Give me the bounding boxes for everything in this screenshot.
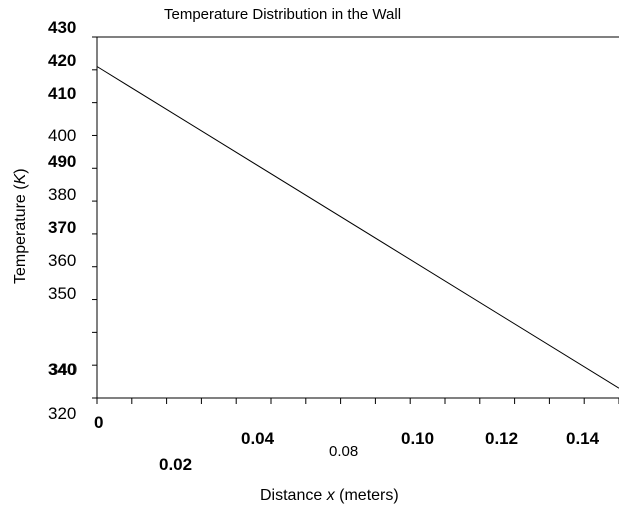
x-axis-title-suffix: (meters) [334, 487, 399, 504]
chart-title: Temperature Distribution in the Wall [164, 6, 402, 23]
x-tick-label: 0.10 [401, 429, 435, 448]
x-axis-variable: x [326, 487, 335, 504]
y-tick-marks [92, 36, 97, 399]
x-tick-label: 0.08 [329, 443, 359, 460]
y-tick-label: 420 [48, 51, 77, 70]
y-tick-label: 320 [48, 404, 77, 423]
x-tick-label: 0.02 [159, 455, 193, 474]
y-tick-label: 410 [48, 84, 77, 103]
x-tick-label: 0 [94, 413, 104, 432]
y-tick-label: 380 [48, 185, 77, 204]
y-axis-variable: K [12, 173, 29, 185]
y-tick-label: 400 [48, 126, 77, 145]
series-line [96, 66, 619, 389]
x-tick-label: 0.14 [566, 429, 600, 448]
x-tick-label: 0.04 [241, 429, 275, 448]
y-tick-label: 340 [48, 360, 77, 379]
x-axis-title: Distance x (meters) [260, 488, 399, 504]
y-axis-title: Temperature (K) [12, 168, 29, 284]
y-tick-label: 430 [48, 18, 77, 37]
y-tick-label: 360 [48, 251, 77, 270]
y-tick-label: 370 [48, 218, 77, 237]
y-axis-title-prefix: Temperature ( [12, 184, 29, 284]
x-tick-marks [96, 398, 619, 404]
y-tick-label: 340 [49, 360, 78, 379]
x-tick-label: 0.12 [485, 429, 519, 448]
y-tick-label: 350 [48, 284, 77, 303]
x-axis-title-prefix: Distance [260, 487, 327, 504]
y-axis-title-suffix: ) [12, 168, 29, 174]
y-tick-label: 490 [48, 152, 77, 171]
